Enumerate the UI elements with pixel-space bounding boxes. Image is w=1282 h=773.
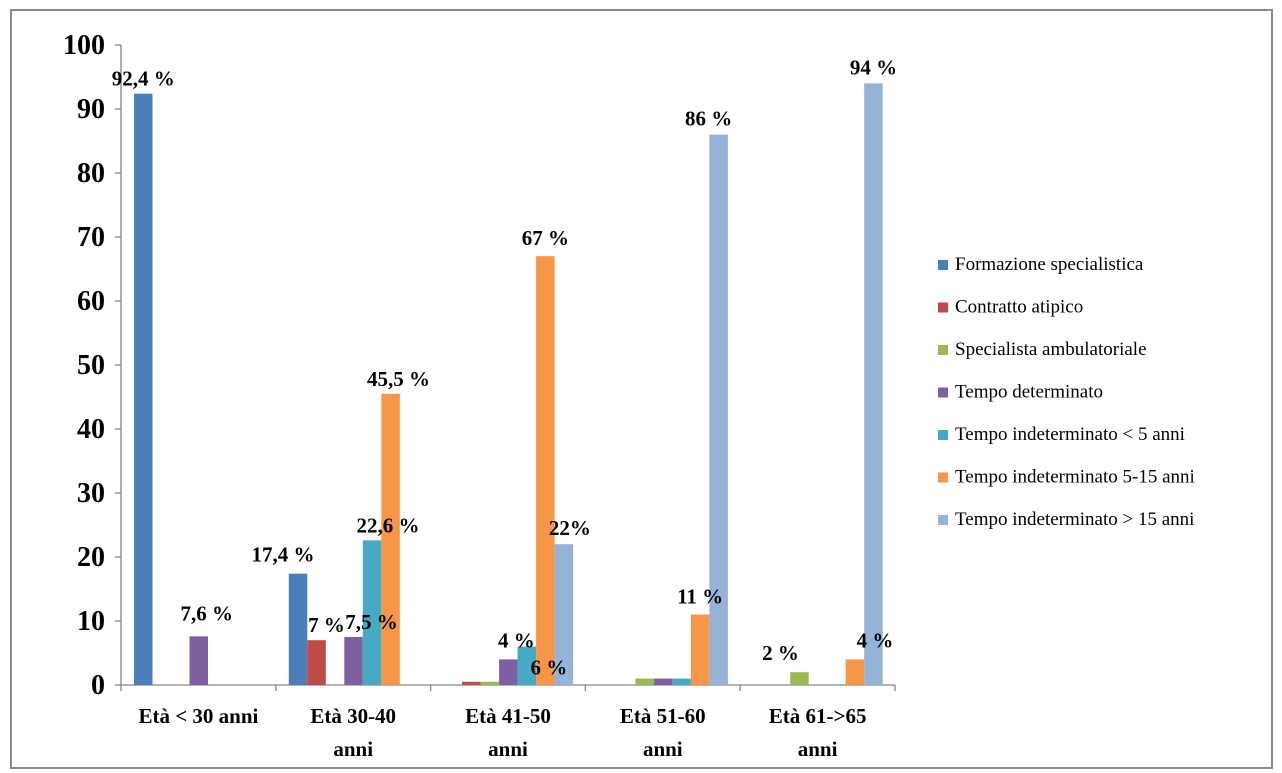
y-tick-label: 80 xyxy=(77,158,105,189)
bar xyxy=(672,678,691,685)
bar xyxy=(790,672,809,685)
y-tick-label: 50 xyxy=(77,350,105,381)
data-label: 6 % xyxy=(530,656,567,680)
bar xyxy=(554,544,574,685)
legend-swatch xyxy=(938,387,948,398)
bar xyxy=(362,540,382,685)
legend-label: Specialista ambulatoriale xyxy=(955,339,1147,360)
x-category-label: anni xyxy=(488,737,528,761)
bar xyxy=(288,573,308,685)
legend-label: Tempo determinato xyxy=(955,382,1103,403)
bar xyxy=(307,640,326,685)
y-tick-label: 30 xyxy=(77,478,105,509)
x-category-label: Età 41-50 xyxy=(465,704,551,728)
y-tick-label: 40 xyxy=(77,414,105,445)
bar xyxy=(635,678,654,685)
bar xyxy=(864,83,883,685)
y-tick-label: 20 xyxy=(77,542,105,573)
legend-swatch xyxy=(938,515,948,525)
legend-label: Tempo indeterminato > 15 anni xyxy=(955,509,1194,530)
data-label: 22,6 % xyxy=(357,513,420,537)
y-tick-label: 100 xyxy=(63,30,105,61)
bar xyxy=(134,93,153,685)
chart-frame xyxy=(10,9,1273,769)
legend-label: Contratto atipico xyxy=(955,297,1083,318)
y-tick-label: 0 xyxy=(91,670,105,701)
legend-swatch xyxy=(938,430,948,440)
x-category-label: Età 30-40 xyxy=(310,704,396,728)
x-category-label: anni xyxy=(643,737,683,761)
x-category-label: Età 51-60 xyxy=(620,704,706,728)
data-label: 7 % xyxy=(308,613,345,637)
bar xyxy=(845,659,865,685)
legend-label: Tempo indeterminato 5-15 anni xyxy=(955,467,1195,488)
bar xyxy=(480,681,500,685)
data-label: 4 % xyxy=(857,628,894,652)
data-label: 67 % xyxy=(522,226,569,250)
legend-swatch xyxy=(938,302,948,313)
legend-swatch xyxy=(938,472,948,483)
bar xyxy=(517,646,537,685)
data-label: 94 % xyxy=(850,55,897,79)
bar xyxy=(189,636,208,685)
bar xyxy=(709,134,728,686)
data-label: 17,4 % xyxy=(252,543,315,567)
data-label: 86 % xyxy=(685,107,732,131)
bar xyxy=(499,659,518,685)
x-category-label: anni xyxy=(798,737,838,761)
bar xyxy=(381,393,400,685)
data-label: 22% xyxy=(549,516,591,540)
x-category-label: Età 61->65 xyxy=(769,704,867,728)
y-tick-label: 70 xyxy=(77,222,105,253)
data-label: 7,6 % xyxy=(181,601,234,625)
legend-swatch xyxy=(938,345,948,355)
data-label: 92,4 % xyxy=(112,67,175,91)
data-label: 7,5 % xyxy=(345,610,398,634)
data-label: 45,5 % xyxy=(367,367,430,391)
data-label: 11 % xyxy=(677,585,723,609)
legend-swatch xyxy=(938,260,948,270)
bar xyxy=(653,678,673,685)
data-label: 4 % xyxy=(498,628,535,652)
y-tick-label: 60 xyxy=(77,286,105,317)
x-category-label: anni xyxy=(333,737,373,761)
legend-label: Tempo indeterminato < 5 anni xyxy=(955,424,1185,445)
y-tick-label: 90 xyxy=(77,94,105,125)
y-tick-label: 10 xyxy=(77,606,105,637)
bar xyxy=(462,681,481,685)
bar xyxy=(536,256,555,685)
bar xyxy=(344,637,363,685)
data-label: 2 % xyxy=(762,641,799,665)
legend-label: Formazione specialistica xyxy=(955,254,1144,275)
x-category-label: Età < 30 anni xyxy=(138,704,258,728)
bar xyxy=(690,614,710,685)
